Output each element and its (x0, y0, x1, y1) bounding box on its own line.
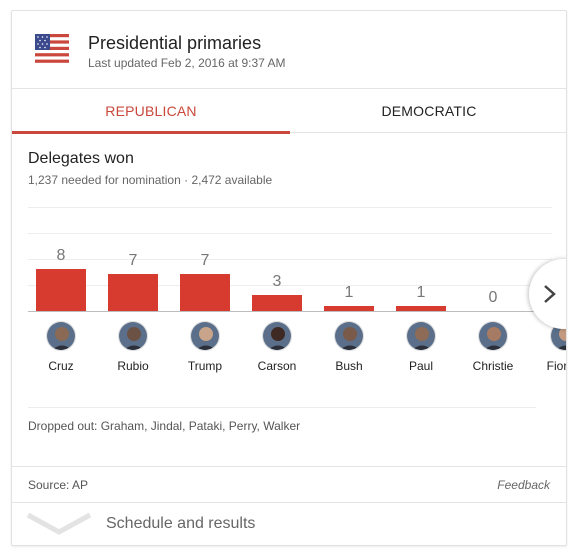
card-footer: Source: AP Feedback (12, 466, 566, 502)
dropped-out-text: Dropped out: Graham, Jindal, Pataki, Per… (28, 419, 301, 433)
candidate-avatar (406, 321, 436, 351)
candidate-avatar (262, 321, 292, 351)
delegate-count-label: 8 (56, 247, 66, 264)
feedback-link[interactable]: Feedback (497, 478, 550, 492)
card-header: Presidential primaries Last updated Feb … (12, 11, 566, 88)
source-text: Source: AP (28, 478, 89, 492)
gridline (28, 233, 552, 234)
candidate-bush[interactable]: 1 Bush (324, 207, 374, 387)
candidate-name: Bush (335, 359, 363, 373)
schedule-results-expander[interactable]: Schedule and results (12, 502, 566, 545)
candidate-avatar (118, 321, 148, 351)
gridline (28, 285, 552, 286)
candidate-christie[interactable]: 0 Christie (468, 207, 518, 387)
candidate-name: Cruz (48, 359, 74, 373)
candidate-fiorina[interactable]: Fiorina (540, 207, 566, 387)
party-tabs: REPUBLICAN DEMOCRATIC (12, 88, 566, 134)
candidate-avatar (334, 321, 364, 351)
candidate-trump[interactable]: 7 Trump (180, 207, 230, 387)
candidate-name: Fiorina (546, 359, 567, 373)
candidate-name: Trump (187, 359, 223, 373)
primaries-card: Presidential primaries Last updated Feb … (11, 10, 567, 546)
candidate-name: Paul (408, 359, 434, 373)
delegate-bar (180, 274, 230, 311)
candidate-name: Carson (257, 359, 297, 373)
delegate-bar (36, 269, 86, 311)
delegate-count-label: 3 (272, 273, 282, 290)
delegate-count-label: 7 (200, 252, 210, 269)
divider (28, 407, 536, 408)
section-subtitle: 1,237 needed for nomination · 2,472 avai… (28, 173, 273, 187)
delegate-count-label: 0 (488, 289, 498, 306)
tab-republican[interactable]: REPUBLICAN (12, 89, 290, 134)
candidate-carson[interactable]: 3 Carson (252, 207, 302, 387)
candidate-name: Rubio (117, 359, 149, 373)
candidate-avatar (46, 321, 76, 351)
candidate-avatar (190, 321, 220, 351)
section-title: Delegates won (28, 150, 134, 167)
candidate-name: Christie (472, 359, 514, 373)
expander-label: Schedule and results (106, 515, 256, 532)
chevron-down-icon (26, 512, 92, 535)
candidate-paul[interactable]: 1 Paul (396, 207, 446, 387)
chart-baseline (28, 311, 552, 312)
delegate-bar (324, 306, 374, 311)
delegates-bar-chart: 8 Cruz 7 Rubio 7 Trump 3 Carson 1 Bush 1 Paul 0 Chris… (28, 207, 566, 387)
gridline (28, 207, 552, 208)
us-flag-icon (35, 34, 69, 66)
delegate-bar (396, 306, 446, 311)
gridline (28, 259, 552, 260)
tab-democratic[interactable]: DEMOCRATIC (290, 89, 566, 133)
tab-democratic-label: DEMOCRATIC (381, 103, 477, 119)
delegate-bar (252, 295, 302, 311)
page-title: Presidential primaries (88, 33, 262, 53)
last-updated-text: Last updated Feb 2, 2016 at 9:37 AM (88, 56, 286, 70)
active-tab-indicator (12, 131, 290, 134)
delegate-count-label: 1 (344, 284, 354, 301)
chevron-right-icon (544, 285, 556, 303)
candidate-rubio[interactable]: 7 Rubio (108, 207, 158, 387)
delegate-count-label: 1 (416, 284, 426, 301)
delegate-bar (108, 274, 158, 311)
candidate-cruz[interactable]: 8 Cruz (36, 207, 86, 387)
delegate-count-label: 7 (128, 252, 138, 269)
candidate-avatar (478, 321, 508, 351)
tab-republican-label: REPUBLICAN (105, 103, 197, 119)
